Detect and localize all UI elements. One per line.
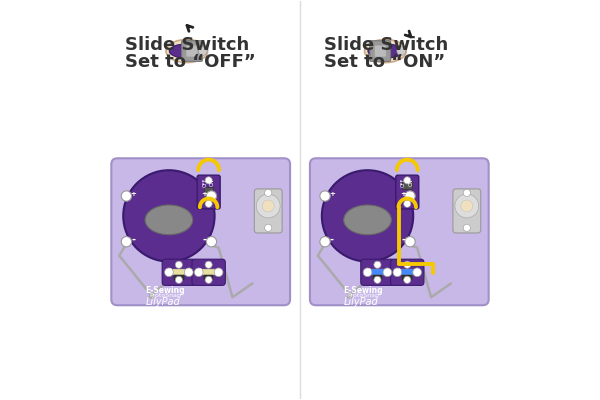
Circle shape (214, 268, 223, 277)
Circle shape (205, 200, 212, 207)
FancyBboxPatch shape (162, 259, 196, 286)
Circle shape (463, 189, 470, 196)
Circle shape (404, 261, 411, 268)
Bar (370, 269, 385, 276)
Circle shape (397, 47, 406, 56)
Circle shape (123, 170, 215, 262)
FancyBboxPatch shape (197, 175, 220, 209)
Bar (171, 269, 187, 276)
FancyBboxPatch shape (186, 45, 198, 57)
Circle shape (461, 200, 473, 212)
Circle shape (320, 236, 330, 247)
Circle shape (455, 194, 479, 218)
Text: Slide Switch: Slide Switch (324, 36, 448, 54)
Text: +: + (202, 191, 208, 197)
Text: Slide Switch: Slide Switch (125, 36, 250, 54)
FancyBboxPatch shape (310, 158, 488, 305)
Ellipse shape (166, 40, 208, 62)
FancyBboxPatch shape (192, 259, 226, 286)
Circle shape (393, 268, 401, 277)
Text: +: + (197, 267, 202, 272)
Text: -: - (401, 235, 405, 245)
Text: OFF: OFF (401, 178, 406, 187)
Circle shape (199, 47, 207, 56)
Circle shape (383, 268, 392, 277)
Circle shape (206, 191, 217, 201)
Circle shape (194, 268, 203, 277)
Text: ProtoSnap: ProtoSnap (149, 293, 181, 298)
FancyBboxPatch shape (182, 41, 202, 61)
Bar (174, 276, 184, 280)
Circle shape (205, 261, 212, 268)
Circle shape (413, 268, 422, 277)
Circle shape (404, 177, 411, 184)
Text: Set to “OFF”: Set to “OFF” (125, 53, 256, 71)
Circle shape (205, 177, 212, 184)
Circle shape (206, 236, 217, 247)
Circle shape (121, 191, 131, 201)
Bar (200, 269, 217, 276)
Bar (403, 276, 412, 280)
Ellipse shape (344, 205, 391, 235)
Text: ON: ON (210, 178, 215, 186)
Text: -: - (330, 235, 334, 245)
Circle shape (205, 276, 212, 284)
FancyBboxPatch shape (370, 41, 391, 61)
Text: OFF: OFF (203, 178, 208, 187)
Ellipse shape (169, 44, 204, 58)
Circle shape (322, 170, 413, 262)
Circle shape (121, 236, 131, 247)
Text: E-Sewing: E-Sewing (145, 286, 185, 295)
Text: ProtoSnap: ProtoSnap (347, 293, 380, 298)
Text: LilyPad: LilyPad (344, 297, 379, 307)
Circle shape (265, 189, 272, 196)
Bar (400, 269, 415, 276)
Circle shape (164, 268, 173, 277)
Bar (204, 276, 214, 280)
Ellipse shape (145, 205, 193, 235)
Text: +: + (396, 267, 401, 272)
FancyBboxPatch shape (112, 158, 290, 305)
Circle shape (463, 224, 470, 231)
Circle shape (405, 191, 415, 201)
Text: +: + (329, 191, 335, 197)
FancyBboxPatch shape (396, 175, 419, 209)
Text: +: + (130, 191, 136, 197)
Circle shape (265, 224, 272, 231)
Circle shape (184, 268, 193, 277)
Text: ON: ON (409, 178, 413, 186)
FancyBboxPatch shape (391, 259, 424, 286)
Circle shape (175, 276, 182, 284)
Circle shape (374, 276, 381, 284)
Bar (403, 181, 412, 189)
Text: Set to “ON”: Set to “ON” (324, 53, 445, 71)
Ellipse shape (365, 40, 406, 62)
FancyBboxPatch shape (361, 259, 394, 286)
FancyBboxPatch shape (254, 189, 282, 233)
Text: E-Sewing: E-Sewing (344, 286, 383, 295)
Circle shape (256, 194, 280, 218)
Circle shape (405, 236, 415, 247)
Ellipse shape (368, 44, 403, 58)
Text: -: - (131, 235, 135, 245)
Text: -: - (203, 235, 206, 245)
Circle shape (404, 276, 411, 284)
Circle shape (262, 200, 274, 212)
Circle shape (320, 191, 330, 201)
Circle shape (363, 268, 372, 277)
Circle shape (374, 261, 381, 268)
FancyBboxPatch shape (374, 45, 386, 57)
Bar (373, 276, 382, 280)
Text: +: + (168, 267, 172, 272)
Text: +: + (367, 267, 371, 272)
FancyBboxPatch shape (453, 189, 481, 233)
Circle shape (404, 200, 411, 207)
Circle shape (175, 261, 182, 268)
Text: +: + (400, 191, 406, 197)
Bar (204, 187, 214, 195)
Text: LilyPad: LilyPad (146, 297, 181, 307)
